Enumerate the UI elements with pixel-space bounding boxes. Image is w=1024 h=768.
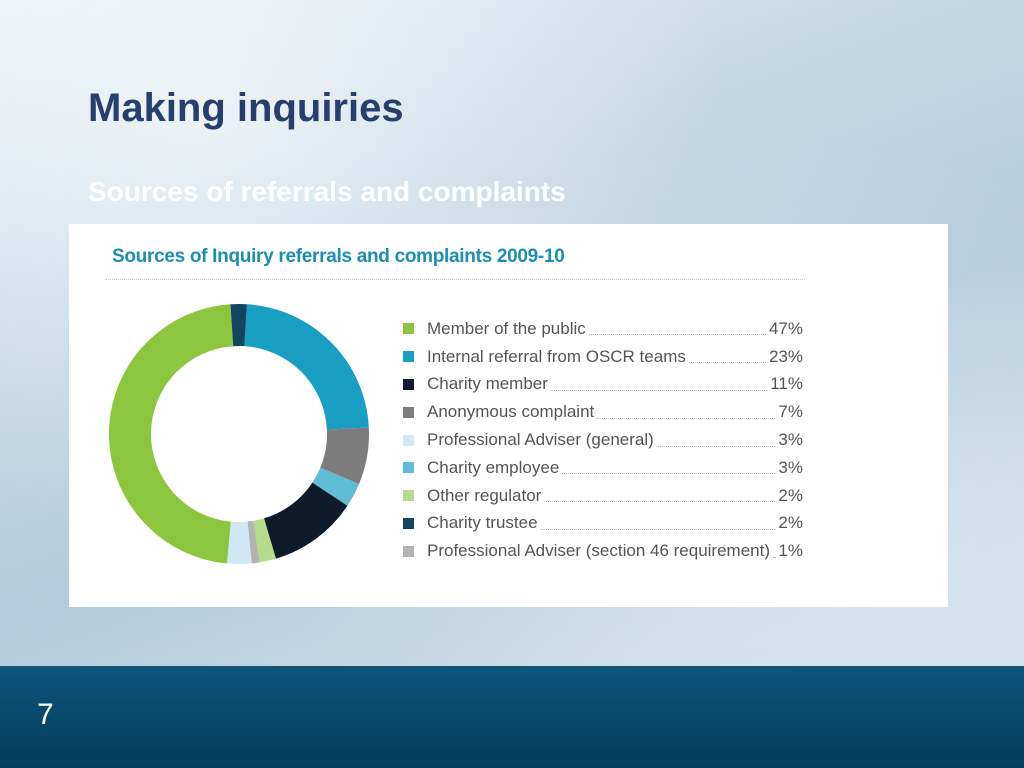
legend-leader-dots — [688, 362, 766, 364]
legend-item: Charity employee 3% — [403, 454, 803, 482]
legend-item: Charity trustee 2% — [403, 510, 803, 538]
legend-item: Charity member 11% — [403, 371, 803, 399]
chart-title: Sources of Inquiry referrals and complai… — [112, 246, 565, 267]
donut-slice — [108, 304, 234, 564]
legend-item: Other regulator 2% — [403, 482, 803, 510]
donut-slice — [244, 304, 369, 430]
legend-leader-dots — [773, 556, 776, 558]
legend-leader-dots — [588, 334, 766, 336]
footer-bar: 7 — [0, 666, 1024, 768]
legend-leader-dots — [540, 528, 776, 530]
legend-swatch — [403, 545, 414, 557]
legend-swatch — [403, 378, 414, 390]
donut-slice — [226, 521, 252, 564]
legend-value: 1% — [778, 541, 803, 561]
legend-swatch — [403, 490, 414, 502]
legend-swatch — [403, 462, 414, 474]
legend-item: Anonymous complaint 7% — [403, 398, 803, 426]
legend-label: Charity trustee — [427, 513, 538, 533]
legend-item: Professional Adviser (general) 3% — [403, 426, 803, 454]
legend-leader-dots — [544, 501, 776, 503]
legend-item: Member of the public 47% — [403, 315, 803, 343]
legend-value: 2% — [778, 485, 803, 505]
legend-swatch — [403, 517, 414, 529]
donut-slice — [230, 303, 247, 347]
legend-label: Other regulator — [427, 485, 542, 505]
legend-label: Internal referral from OSCR teams — [427, 346, 686, 366]
legend-label: Charity member — [427, 374, 548, 394]
donut-chart — [108, 303, 370, 564]
slide-title: Making inquiries — [88, 86, 404, 130]
legend-label: Anonymous complaint — [427, 402, 595, 422]
chart-panel: Sources of Inquiry referrals and complai… — [69, 224, 948, 607]
legend-leader-dots — [597, 417, 776, 419]
legend-value: 23% — [768, 346, 803, 366]
legend-value: 2% — [778, 513, 803, 533]
chart-title-rule — [105, 279, 805, 280]
legend-swatch — [403, 434, 414, 446]
legend-label: Professional Adviser (section 46 require… — [427, 541, 770, 561]
chart-legend: Member of the public 47% Internal referral… — [403, 315, 803, 565]
donut-slice — [253, 518, 276, 563]
legend-leader-dots — [550, 389, 768, 391]
legend-value: 3% — [778, 430, 803, 450]
legend-leader-dots — [562, 473, 776, 475]
legend-leader-dots — [656, 445, 776, 447]
legend-label: Professional Adviser (general) — [427, 430, 654, 450]
donut-slice — [247, 520, 260, 564]
legend-value: 11% — [770, 374, 803, 394]
legend-label: Member of the public — [427, 318, 586, 338]
legend-swatch — [403, 323, 414, 335]
legend-value: 3% — [778, 457, 803, 477]
page-number: 7 — [37, 698, 54, 731]
slide-subtitle: Sources of referrals and complaints — [88, 176, 566, 207]
legend-value: 47% — [768, 318, 803, 338]
donut-slice — [263, 482, 348, 559]
legend-swatch — [403, 351, 414, 363]
legend-item: Professional Adviser (section 46 require… — [403, 537, 803, 565]
legend-item: Internal referral from OSCR teams 23% — [403, 343, 803, 371]
legend-label: Charity employee — [427, 457, 560, 477]
legend-value: 7% — [778, 402, 803, 422]
donut-slice — [320, 427, 370, 484]
donut-slice — [312, 467, 360, 506]
legend-swatch — [403, 406, 414, 418]
